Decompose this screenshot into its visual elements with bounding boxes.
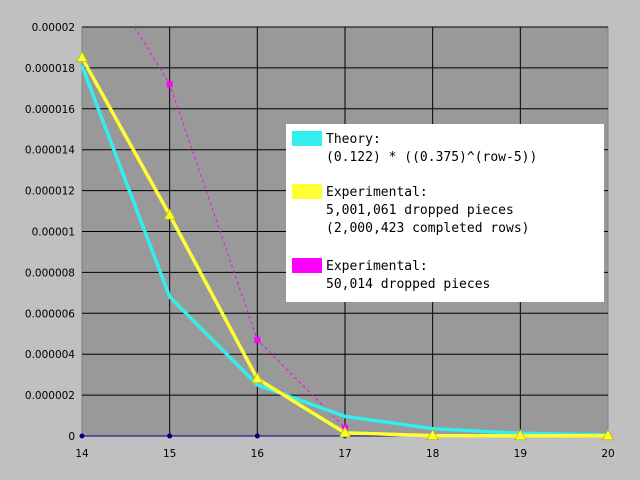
x-axis-ticks: 14 15 16 17 18 19 20 — [75, 448, 614, 460]
legend-swatch — [292, 184, 322, 199]
series-marker-triangle — [601, 428, 615, 441]
series-marker-triangle — [514, 428, 527, 441]
y-tick-label: 0.000012 — [25, 186, 75, 198]
y-tick-label: 0.000008 — [25, 267, 75, 279]
y-tick-label: 0.000006 — [25, 308, 75, 320]
x-tick-label: 14 — [75, 448, 89, 460]
legend-label: (2,000,423 completed rows) — [326, 221, 530, 236]
series-layer — [75, 26, 615, 441]
x-tick-label: 18 — [426, 448, 439, 460]
y-tick-label: 0.00001 — [32, 227, 75, 239]
y-tick-label: 0 — [68, 431, 75, 443]
y-axis-ticks: 0 0.000002 0.000004 0.000006 0.000008 0.00001… — [25, 22, 75, 443]
series-marker-triangle — [75, 50, 89, 63]
y-tick-label: 0.000004 — [25, 349, 75, 361]
series-marker-triangle — [338, 426, 352, 438]
x-tick-label: 15 — [163, 448, 176, 460]
legend-swatch — [292, 258, 322, 273]
baseline-marker — [167, 433, 173, 439]
series-marker-square — [254, 336, 261, 343]
y-tick-label: 0.000018 — [25, 63, 75, 75]
legend-label: Experimental: — [326, 259, 428, 274]
x-tick-label: 16 — [251, 448, 265, 460]
y-tick-label: 0.000014 — [25, 145, 75, 157]
baseline-marker — [79, 433, 85, 439]
x-tick-label: 20 — [601, 448, 614, 460]
series-marker-triangle — [251, 371, 264, 384]
series-marker-square — [166, 81, 173, 88]
legend-label: Theory: — [326, 132, 381, 147]
legend-label: Experimental: — [326, 185, 428, 200]
y-tick-label: 0.00002 — [32, 22, 75, 34]
legend-label: (0.122) * ((0.375)^(row-5)) — [326, 150, 537, 165]
legend: Theory: (0.122) * ((0.375)^(row-5)) Experi… — [286, 124, 604, 302]
legend-label: 5,001,061 dropped pieces — [326, 203, 514, 218]
x-tick-label: 17 — [338, 448, 351, 460]
baseline-marker — [254, 433, 260, 439]
series-marker-triangle — [163, 208, 176, 220]
y-tick-label: 0.000016 — [25, 104, 75, 116]
series-marker-triangle — [426, 428, 439, 440]
legend-box — [286, 124, 604, 302]
legend-label: 50,014 dropped pieces — [326, 277, 490, 292]
y-tick-label: 0.000002 — [25, 390, 75, 402]
legend-swatch — [292, 131, 322, 146]
x-tick-label: 19 — [514, 448, 527, 460]
